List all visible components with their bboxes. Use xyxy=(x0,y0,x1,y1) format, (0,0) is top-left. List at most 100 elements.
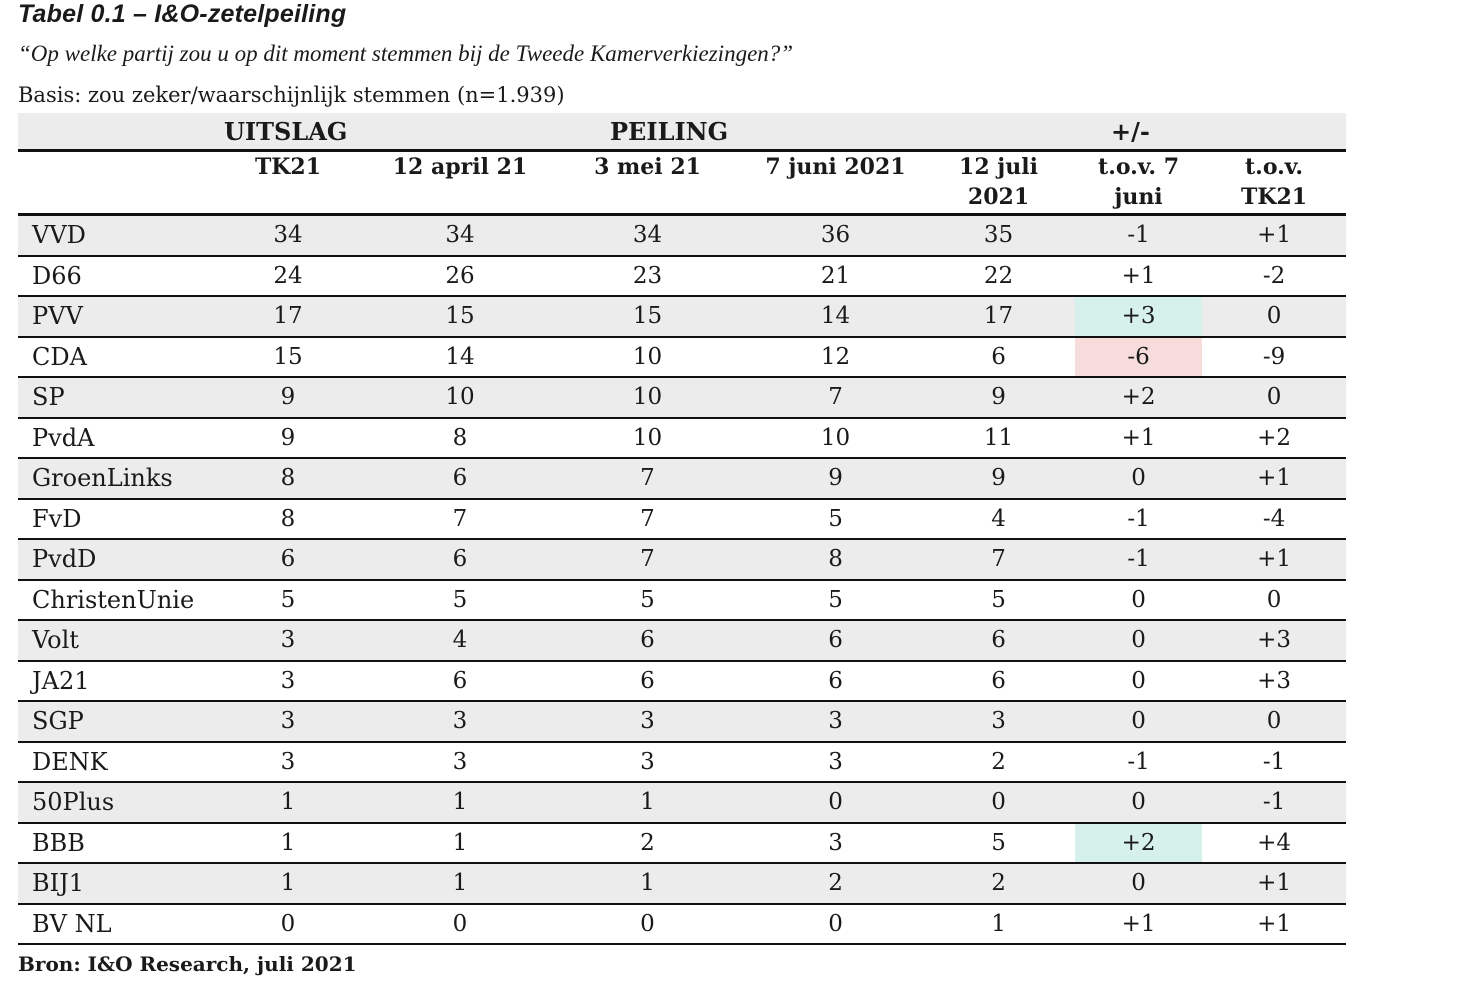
cell-mei: 6 xyxy=(546,660,749,702)
cell-tovtk: +3 xyxy=(1202,660,1347,702)
cell-jul: 1 xyxy=(922,903,1076,945)
cell-mei: 23 xyxy=(546,255,749,297)
cell-tov7: 0 xyxy=(1075,579,1203,621)
col-header-tov-tk21-line2: TK21 xyxy=(1240,184,1308,210)
cell-mei: 7 xyxy=(546,458,749,500)
cell-jul: 6 xyxy=(922,620,1076,662)
cell-tk21: 17 xyxy=(202,296,374,338)
cell-jun: 6 xyxy=(749,660,923,702)
header-empty xyxy=(18,113,202,152)
party-name: BV NL xyxy=(18,903,202,945)
cell-jun: 5 xyxy=(749,498,923,540)
cell-mei: 6 xyxy=(546,620,749,662)
cell-tov7: -1 xyxy=(1075,741,1203,783)
cell-tk21: 5 xyxy=(202,579,374,621)
cell-apr: 7 xyxy=(374,498,546,540)
cell-tov7: +1 xyxy=(1075,903,1203,945)
party-name: DENK xyxy=(18,741,202,783)
uitslag-label: UITSLAG xyxy=(224,116,348,146)
col-header-12-juli-line2: 2021 xyxy=(967,184,1030,210)
party-name: GroenLinks xyxy=(18,458,202,500)
party-name: PvdA xyxy=(18,417,202,459)
cell-tovtk: +1 xyxy=(1202,539,1347,581)
cell-tovtk: +3 xyxy=(1202,620,1347,662)
col-header-12-april: 12 april 21 xyxy=(374,150,546,216)
cell-mei: 10 xyxy=(546,417,749,459)
party-name: 50Plus xyxy=(18,782,202,824)
table-row: BBB 1 1 2 3 5 +2 +4 xyxy=(18,822,1347,864)
cell-jul: 35 xyxy=(922,214,1076,257)
cell-jun: 8 xyxy=(749,539,923,581)
cell-apr: 3 xyxy=(374,741,546,783)
cell-jul: 6 xyxy=(922,660,1076,702)
table-row: DENK 3 3 3 3 2 -1 -1 xyxy=(18,741,1347,783)
cell-apr: 1 xyxy=(374,782,546,824)
cell-tovtk: -2 xyxy=(1202,255,1347,297)
cell-jul: 2 xyxy=(922,741,1076,783)
cell-jul: 0 xyxy=(922,782,1076,824)
party-name: BIJ1 xyxy=(18,863,202,905)
cell-apr: 34 xyxy=(374,214,546,257)
col-header-tk21: TK21 xyxy=(202,150,374,216)
cell-apr: 15 xyxy=(374,296,546,338)
cell-tk21: 1 xyxy=(202,782,374,824)
cell-jul: 6 xyxy=(922,336,1076,378)
cell-tovtk: -1 xyxy=(1202,782,1347,824)
table-title: Tabel 0.1 – I&O-zetelpeiling xyxy=(18,0,347,28)
cell-mei: 7 xyxy=(546,539,749,581)
cell-apr: 8 xyxy=(374,417,546,459)
cell-tovtk: +2 xyxy=(1202,417,1347,459)
party-name: SP xyxy=(18,377,202,419)
cell-mei: 0 xyxy=(546,903,749,945)
table-row: D66 24 26 23 21 22 +1 -2 xyxy=(18,255,1347,297)
party-name: D66 xyxy=(18,255,202,297)
cell-mei: 15 xyxy=(546,296,749,338)
col-header-7-juni: 7 juni 2021 xyxy=(749,150,923,216)
cell-jul: 9 xyxy=(922,458,1076,500)
party-name: Volt xyxy=(18,620,202,662)
cell-mei: 1 xyxy=(546,782,749,824)
cell-tov7: -1 xyxy=(1075,539,1203,581)
table-row: SP 9 10 10 7 9 +2 0 xyxy=(18,377,1347,419)
col-header-tov-7-juni-line2: juni xyxy=(1114,184,1163,210)
cell-jun: 36 xyxy=(749,214,923,257)
cell-tk21: 3 xyxy=(202,701,374,743)
cell-tov7: 0 xyxy=(1075,782,1203,824)
cell-mei: 34 xyxy=(546,214,749,257)
cell-jul: 5 xyxy=(922,579,1076,621)
cell-mei: 3 xyxy=(546,741,749,783)
cell-apr: 0 xyxy=(374,903,546,945)
change-label: +/- xyxy=(1111,116,1150,146)
cell-jul: 5 xyxy=(922,822,1076,864)
table-row: JA21 3 6 6 6 6 0 +3 xyxy=(18,660,1347,702)
cell-tovtk: -1 xyxy=(1202,741,1347,783)
party-name: VVD xyxy=(18,214,202,257)
cell-apr: 26 xyxy=(374,255,546,297)
cell-jun: 3 xyxy=(749,701,923,743)
cell-tovtk: +4 xyxy=(1202,822,1347,864)
cell-tovtk: -9 xyxy=(1202,336,1347,378)
source-note: Bron: I&O Research, juli 2021 xyxy=(18,952,357,976)
header-group-row: UITSLAG PEILING +/- xyxy=(18,113,1347,152)
header-group-peiling: PEILING xyxy=(546,113,923,152)
table-row: FvD 8 7 7 5 4 -1 -4 xyxy=(18,498,1347,540)
col-header-tov-7-juni-line1: t.o.v. 7 xyxy=(1098,154,1179,180)
col-header-12-juli: 12 juli 2021 xyxy=(922,150,1076,216)
col-header-tov-tk21: t.o.v. TK21 xyxy=(1202,150,1347,216)
header-group-uitslag: UITSLAG xyxy=(202,113,546,152)
table-row: VVD 34 34 34 36 35 -1 +1 xyxy=(18,214,1347,257)
table-row: Volt 3 4 6 6 6 0 +3 xyxy=(18,620,1347,662)
table-body: VVD 34 34 34 36 35 -1 +1 D66 24 26 23 21 22 +1 -2 PVV 17 1… xyxy=(18,214,1347,945)
cell-tovtk: +1 xyxy=(1202,458,1347,500)
party-name: PvdD xyxy=(18,539,202,581)
cell-apr: 6 xyxy=(374,660,546,702)
cell-tk21: 1 xyxy=(202,863,374,905)
cell-mei: 5 xyxy=(546,579,749,621)
party-name: PVV xyxy=(18,296,202,338)
cell-jun: 2 xyxy=(749,863,923,905)
cell-jun: 10 xyxy=(749,417,923,459)
cell-tovtk: -4 xyxy=(1202,498,1347,540)
peiling-label: PEILING xyxy=(610,116,729,146)
cell-jun: 21 xyxy=(749,255,923,297)
cell-tov7: +2 xyxy=(1075,377,1203,419)
